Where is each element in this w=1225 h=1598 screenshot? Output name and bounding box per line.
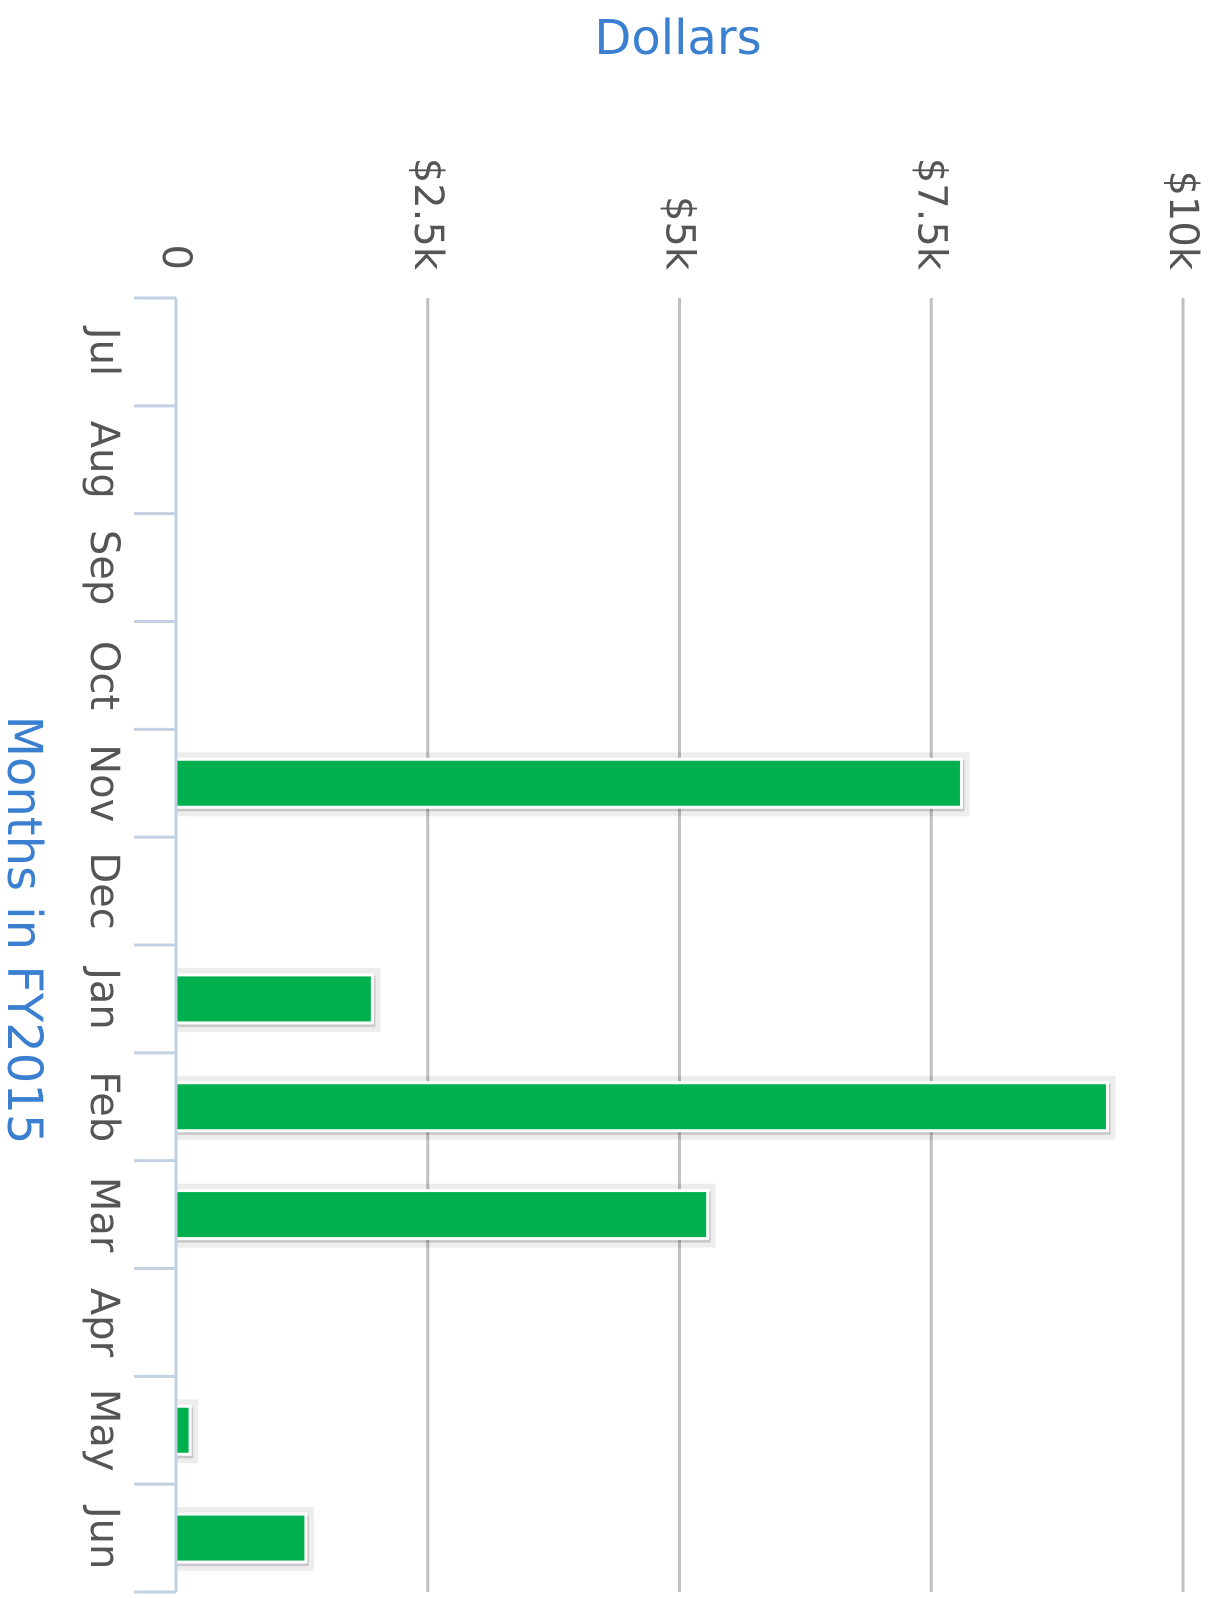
value-tick-label: 0 xyxy=(153,245,199,270)
bar-fill[interactable] xyxy=(174,973,374,1025)
bar-may[interactable] xyxy=(174,1399,199,1464)
category-label-jun: Jun xyxy=(81,1504,127,1570)
category-axis xyxy=(134,296,178,1594)
category-label-may: May xyxy=(81,1389,127,1472)
category-label-sep: Sep xyxy=(81,530,127,605)
value-axis-title: Dollars xyxy=(594,10,761,66)
labels: 0 $2.5k $5k $7.5k $10k Jul Aug Sep Oct Nov Dec Jan F… xyxy=(0,10,1206,1569)
bar-fill[interactable] xyxy=(174,1189,710,1241)
value-tick-label: $10k xyxy=(1160,170,1206,270)
grid-lines xyxy=(426,298,1185,1592)
category-axis-title: Months in FY2015 xyxy=(0,716,52,1145)
bar-fill[interactable] xyxy=(174,1081,1109,1133)
bar-nov[interactable] xyxy=(174,752,970,817)
bar-fill[interactable] xyxy=(174,757,963,809)
category-label-jan: Jan xyxy=(81,965,127,1030)
value-tick-label: $7.5k xyxy=(908,158,954,271)
category-label-dec: Dec xyxy=(81,852,127,929)
bar-jun[interactable] xyxy=(174,1507,314,1572)
category-label-aug: Aug xyxy=(81,421,127,499)
category-label-feb: Feb xyxy=(81,1071,127,1142)
category-label-jul: Jul xyxy=(81,325,127,376)
category-label-apr: Apr xyxy=(81,1288,127,1358)
value-tick-label: $2.5k xyxy=(405,158,451,271)
bar-fill[interactable] xyxy=(174,1404,192,1456)
bar-jan[interactable] xyxy=(174,967,381,1032)
category-label-oct: Oct xyxy=(81,641,127,710)
bar-fill[interactable] xyxy=(174,1512,308,1564)
value-tick-label: $5k xyxy=(657,196,703,271)
category-label-nov: Nov xyxy=(81,744,127,822)
category-label-mar: Mar xyxy=(81,1177,127,1253)
bar-feb[interactable] xyxy=(174,1075,1116,1140)
bars xyxy=(174,752,1116,1572)
bar-mar[interactable] xyxy=(174,1183,716,1248)
